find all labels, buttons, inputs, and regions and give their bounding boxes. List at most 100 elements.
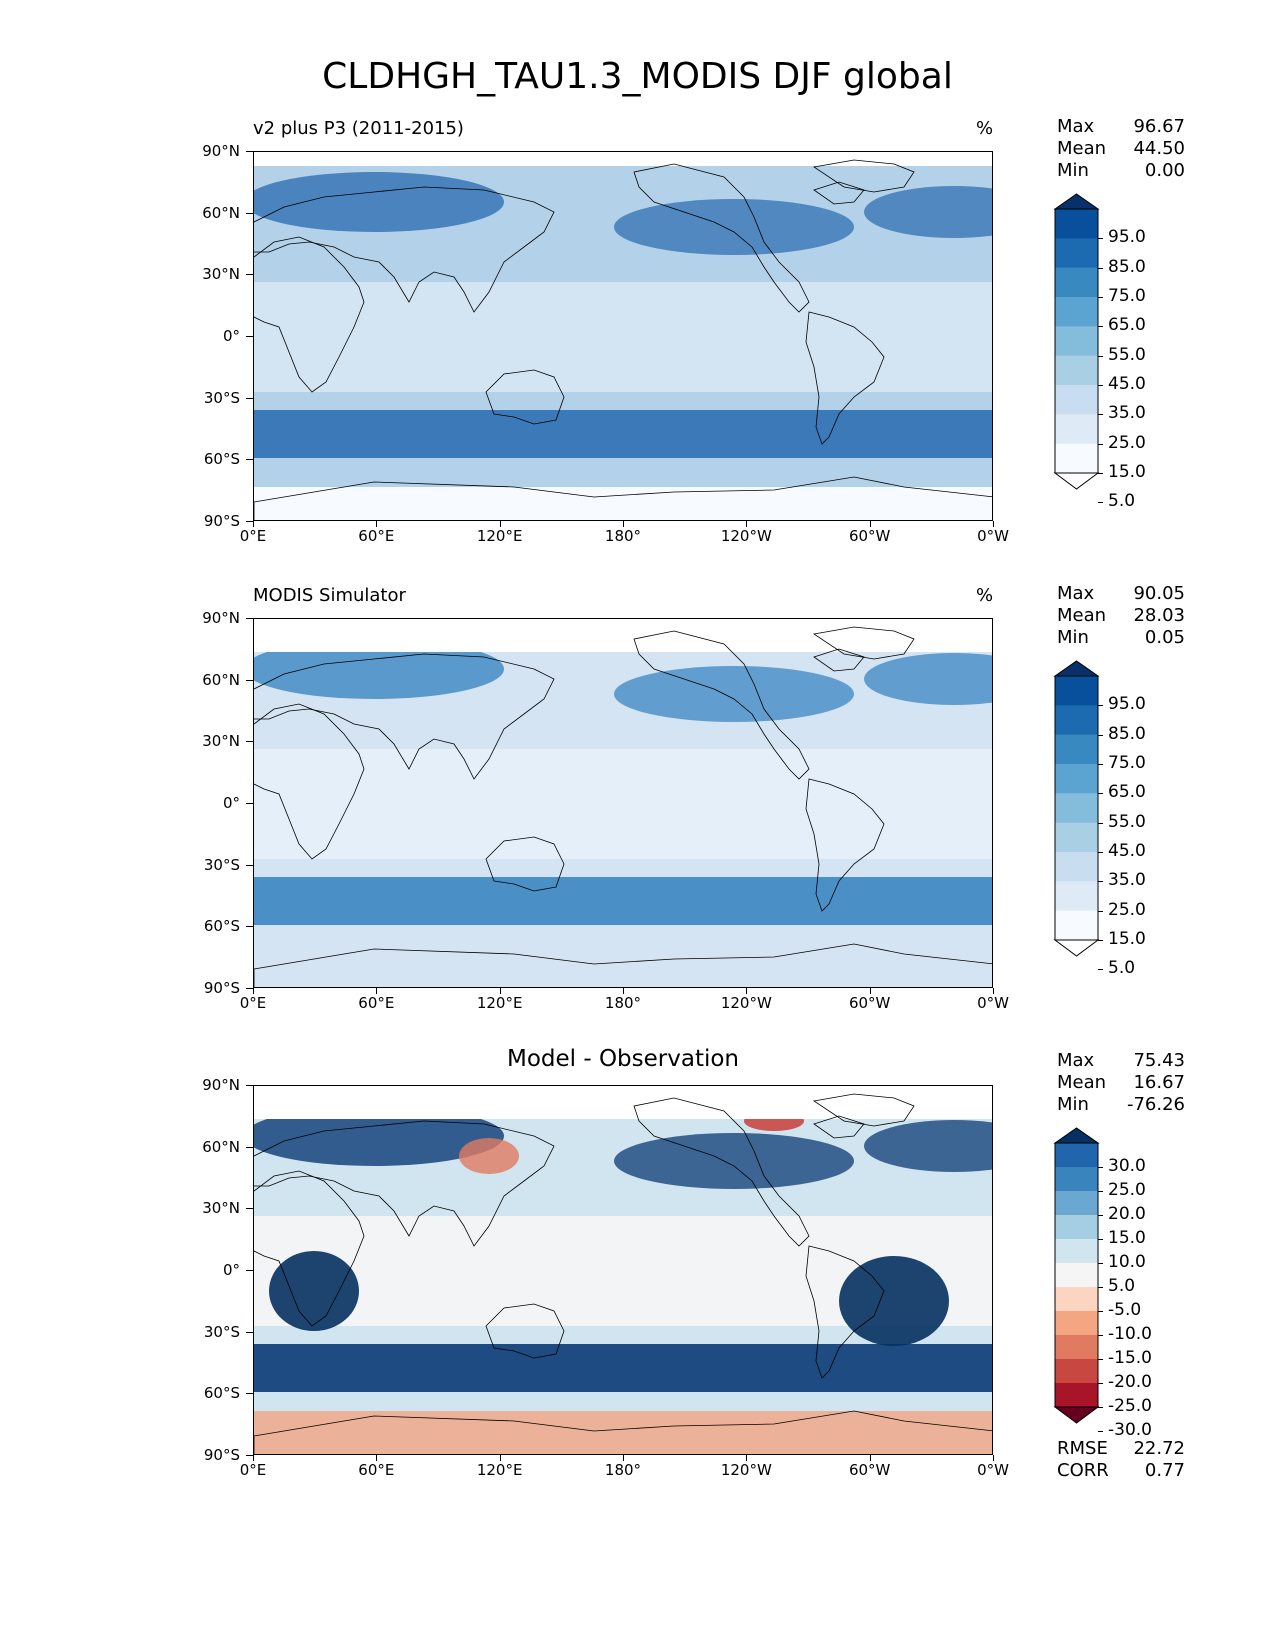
colorbar-tick-label: -15.0 xyxy=(1108,1348,1152,1368)
lon-tick-label: 0°W xyxy=(977,1461,1009,1479)
lat-tick-label: 90°N xyxy=(202,142,240,160)
lon-tick-label: 180° xyxy=(604,994,642,1012)
colorbar-band xyxy=(1055,355,1098,386)
colorbar-tick-label: 65.0 xyxy=(1108,782,1146,803)
lon-tick-mark xyxy=(499,521,501,527)
lon-tick-label: 60°W xyxy=(848,1461,891,1479)
colorbar-band xyxy=(1055,297,1098,327)
colorbar-tick-label: -20.0 xyxy=(1108,1372,1152,1392)
lat-tick-mark xyxy=(246,459,253,461)
colorbar-tick-label: -25.0 xyxy=(1108,1396,1152,1416)
lat-tick-label: 30°N xyxy=(202,1199,240,1218)
lat-tick-mark xyxy=(246,988,253,989)
colorbar-band xyxy=(1055,1311,1098,1336)
colorbar-tick-label: 25.0 xyxy=(1108,1180,1146,1200)
colorbar-band xyxy=(1055,1215,1098,1240)
colorbar-tick-label: 25.0 xyxy=(1108,899,1146,920)
lat-tick-mark xyxy=(246,1393,253,1395)
colorbar-tick-label: 15.0 xyxy=(1108,929,1146,949)
stat-max: Max 90.05 xyxy=(1057,583,1185,604)
colorbar-tick-mark xyxy=(1098,1407,1103,1408)
lat-tick-label: 0° xyxy=(222,327,240,345)
lon-tick-mark xyxy=(993,988,994,994)
colorbar-band xyxy=(1055,1143,1098,1168)
map-field xyxy=(254,619,992,987)
lon-tick-mark xyxy=(869,1455,871,1461)
colorbar-band xyxy=(1055,764,1098,794)
colorbar-tick-mark xyxy=(1098,1239,1103,1240)
colorbar-band xyxy=(1055,443,1098,474)
lat-tick-label: 60°N xyxy=(202,203,240,222)
colorbar-tick-mark xyxy=(1098,502,1103,504)
colorbar-tick-mark xyxy=(1098,940,1103,941)
lon-tick-mark xyxy=(376,1455,378,1461)
colorbar-tick-mark xyxy=(1098,969,1103,971)
lon-tick-mark xyxy=(623,1455,624,1461)
colorbar-tick-label: 95.0 xyxy=(1108,227,1146,248)
lat-tick-mark xyxy=(246,212,253,214)
stat-corr: CORR 0.77 xyxy=(1057,1460,1185,1481)
lat-tick-label: 90°S xyxy=(203,512,240,530)
colorbar-tick-label: 5.0 xyxy=(1108,958,1136,979)
lat-tick-label: 90°N xyxy=(202,609,240,627)
colorbar-tick-mark xyxy=(1098,1167,1103,1168)
colorbar-tick-mark xyxy=(1098,1359,1103,1360)
lon-tick-label: 120°E xyxy=(476,994,523,1012)
colorbar-band xyxy=(1055,1263,1098,1288)
colorbar-tick-mark xyxy=(1098,793,1103,795)
colorbar-tick-mark xyxy=(1098,852,1103,853)
lon-tick-label: 0°W xyxy=(977,994,1009,1012)
stats-box: Max 96.67 Mean 44.50 Min 0.00 xyxy=(1057,116,1185,182)
colorbar-band xyxy=(1055,705,1098,736)
lon-tick-mark xyxy=(746,988,748,994)
colorbar-tick-mark xyxy=(1098,473,1103,474)
lon-tick-label: 60°W xyxy=(848,994,891,1012)
lon-tick-mark xyxy=(253,521,254,527)
colorbar-tick-label: 35.0 xyxy=(1108,870,1146,891)
lat-tick-label: 90°S xyxy=(203,1446,240,1464)
colorbar-svg xyxy=(1053,193,1100,490)
lat-tick-mark xyxy=(246,1146,253,1148)
colorbar-band xyxy=(1055,676,1098,706)
lon-tick-mark xyxy=(623,521,624,527)
lat-tick-label: 60°S xyxy=(203,917,240,936)
lat-tick-mark xyxy=(246,741,253,743)
colorbar-band xyxy=(1055,267,1098,298)
stat-mean: Mean 28.03 xyxy=(1057,605,1185,626)
panel-title: MODIS Simulator xyxy=(253,585,406,606)
panel-title: v2 plus P3 (2011-2015) xyxy=(253,118,464,139)
stat-max: Max 96.67 xyxy=(1057,116,1185,137)
colorbar-extend-max xyxy=(1053,1127,1100,1144)
summary-stats: RMSE 22.72 CORR 0.77 xyxy=(1057,1438,1185,1482)
colorbar-tick-label: 5.0 xyxy=(1108,491,1136,512)
colorbar-tick-label: -10.0 xyxy=(1108,1324,1152,1344)
colorbar-tick-label: 10.0 xyxy=(1108,1252,1146,1272)
colorbar-tick-label: 45.0 xyxy=(1108,374,1146,394)
colorbar-tick-mark xyxy=(1098,414,1103,416)
panel-title: Model - Observation xyxy=(506,1046,740,1072)
colorbar-band xyxy=(1055,414,1098,445)
colorbar-tick-label: 65.0 xyxy=(1108,315,1146,336)
lon-tick-label: 60°E xyxy=(358,1461,395,1479)
colorbar-tick-label: 25.0 xyxy=(1108,432,1146,453)
colorbar-tick-label: 15.0 xyxy=(1108,1228,1146,1248)
colorbar-tick-mark xyxy=(1098,238,1103,240)
lon-tick-label: 60°E xyxy=(358,527,395,545)
lon-tick-label: 0°E xyxy=(239,994,267,1012)
lat-tick-label: 60°S xyxy=(203,450,240,469)
map-plot xyxy=(253,618,993,988)
panel-units: % xyxy=(976,585,994,606)
lat-tick-mark xyxy=(246,864,253,866)
lon-tick-mark xyxy=(499,1455,501,1461)
colorbar-tick-label: 55.0 xyxy=(1108,344,1146,365)
lat-tick-mark xyxy=(246,926,253,928)
lat-tick-mark xyxy=(246,1455,253,1456)
lat-tick-label: 30°S xyxy=(203,1322,240,1341)
lat-tick-label: 30°N xyxy=(202,265,240,284)
colorbar-tick-label: 75.0 xyxy=(1108,286,1146,306)
map-plot xyxy=(253,151,993,521)
colorbar-tick-label: 55.0 xyxy=(1108,811,1146,832)
stat-mean: Mean 44.50 xyxy=(1057,138,1185,159)
lat-tick-mark xyxy=(246,1085,253,1086)
panel-units: % xyxy=(976,118,994,139)
